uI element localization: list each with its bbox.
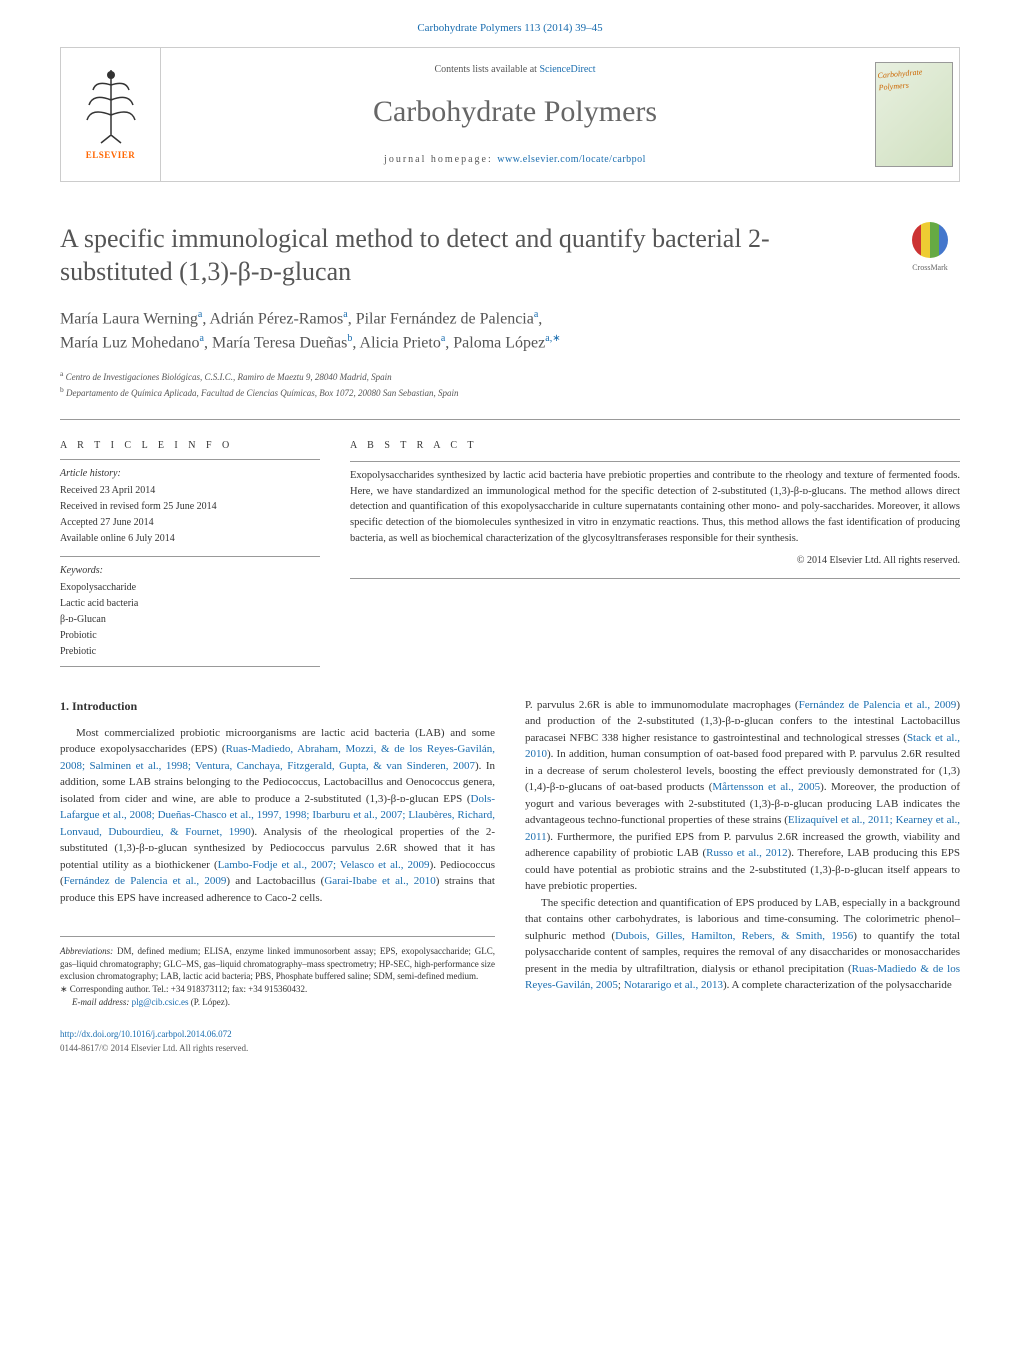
citation-link[interactable]: Notararigo et al., 2013 bbox=[624, 979, 723, 991]
elsevier-tree-icon bbox=[81, 65, 141, 145]
abstract-col: A B S T R A C T Exopolysaccharides synth… bbox=[350, 438, 960, 660]
journal-header-center: Contents lists available at ScienceDirec… bbox=[161, 52, 869, 177]
journal-homepage-line: journal homepage: www.elsevier.com/locat… bbox=[171, 152, 859, 167]
email-tail: (P. López). bbox=[188, 997, 230, 1007]
divider bbox=[60, 419, 960, 420]
affiliation-text: Centro de Investigaciones Biológicas, C.… bbox=[63, 372, 391, 382]
email-link[interactable]: plg@cib.csic.es bbox=[132, 997, 189, 1007]
abbrev-text: DM, defined medium; ELISA, enzyme linked… bbox=[60, 946, 495, 981]
history-accepted: Accepted 27 June 2014 bbox=[60, 515, 320, 530]
email-label: E-mail address: bbox=[72, 997, 132, 1007]
divider bbox=[60, 666, 320, 667]
abbreviations-line: Abbreviations: DM, defined medium; ELISA… bbox=[60, 945, 495, 983]
sciencedirect-link[interactable]: ScienceDirect bbox=[539, 64, 595, 75]
keyword: Probiotic bbox=[60, 628, 320, 643]
crossmark-badge[interactable]: CrossMark bbox=[900, 222, 960, 282]
author-name: Paloma López bbox=[453, 335, 545, 352]
divider bbox=[60, 556, 320, 557]
history-received: Received 23 April 2014 bbox=[60, 483, 320, 498]
divider bbox=[350, 461, 960, 462]
issn-copyright: 0144-8617/© 2014 Elsevier Ltd. All right… bbox=[60, 1042, 960, 1056]
crossmark-icon bbox=[912, 222, 948, 258]
keyword: Prebiotic bbox=[60, 644, 320, 659]
header-citation-link[interactable]: Carbohydrate Polymers 113 (2014) 39–45 bbox=[0, 0, 1020, 47]
divider bbox=[350, 578, 960, 579]
author-name: Alicia Prieto bbox=[360, 335, 441, 352]
contents-available-line: Contents lists available at ScienceDirec… bbox=[171, 62, 859, 77]
citation-link[interactable]: Russo et al., 2012 bbox=[706, 847, 787, 859]
footer: http://dx.doi.org/10.1016/j.carbpol.2014… bbox=[60, 1028, 960, 1055]
journal-cover-image: Carbohydrate Polymers bbox=[875, 62, 953, 167]
journal-header: ELSEVIER Contents lists available at Sci… bbox=[60, 47, 960, 182]
corresponding-text: Corresponding author. Tel.: +34 91837311… bbox=[68, 984, 308, 994]
abstract-text: Exopolysaccharides synthesized by lactic… bbox=[350, 468, 960, 547]
journal-cover: Carbohydrate Polymers bbox=[869, 48, 959, 181]
author-name: Adrián Pérez-Ramos bbox=[210, 310, 344, 327]
authors-list: María Laura Werninga, Adrián Pérez-Ramos… bbox=[60, 307, 960, 356]
abstract-heading: A B S T R A C T bbox=[350, 438, 960, 453]
citation-link[interactable]: Fernández de Palencia et al., 2009 bbox=[799, 699, 957, 711]
left-column: 1. Introduction Most commercialized prob… bbox=[60, 697, 495, 1008]
contents-text: Contents lists available at bbox=[434, 64, 539, 75]
history-revised: Received in revised form 25 June 2014 bbox=[60, 499, 320, 514]
elsevier-logo: ELSEVIER bbox=[61, 48, 161, 181]
citation-link[interactable]: Mårtensson et al., 2005 bbox=[712, 781, 820, 793]
affiliations: a Centro de Investigaciones Biológicas, … bbox=[60, 368, 960, 401]
cover-title-text: Carbohydrate Polymers bbox=[877, 63, 953, 93]
footnotes: Abbreviations: DM, defined medium; ELISA… bbox=[60, 936, 495, 1008]
body-paragraph: Most commercialized probiotic microorgan… bbox=[60, 725, 495, 907]
history-online: Available online 6 July 2014 bbox=[60, 531, 320, 546]
article-info-heading: A R T I C L E I N F O bbox=[60, 438, 320, 453]
author-affil-sup: a,∗ bbox=[545, 333, 560, 344]
affiliation-text: Departamento de Química Aplicada, Facult… bbox=[64, 388, 459, 398]
section-heading: 1. Introduction bbox=[60, 697, 495, 715]
corresponding-author-line: ∗ Corresponding author. Tel.: +34 918373… bbox=[60, 983, 495, 996]
keyword: Exopolysaccharide bbox=[60, 580, 320, 595]
author-name: Pilar Fernández de Palencia bbox=[356, 310, 534, 327]
right-column: P. parvulus 2.6R is able to immunomodula… bbox=[525, 697, 960, 1008]
body-paragraph: P. parvulus 2.6R is able to immunomodula… bbox=[525, 697, 960, 895]
journal-title: Carbohydrate Polymers bbox=[171, 89, 859, 134]
doi-link[interactable]: http://dx.doi.org/10.1016/j.carbpol.2014… bbox=[60, 1028, 960, 1042]
keyword: Lactic acid bacteria bbox=[60, 596, 320, 611]
divider bbox=[60, 459, 320, 460]
homepage-label: journal homepage: bbox=[384, 154, 497, 165]
author-name: María Luz Mohedano bbox=[60, 335, 200, 352]
article-title: A specific immunological method to detec… bbox=[60, 222, 880, 290]
email-line: E-mail address: plg@cib.csic.es (P. Lópe… bbox=[60, 996, 495, 1009]
citation-link[interactable]: Dubois, Gilles, Hamilton, Rebers, & Smit… bbox=[615, 930, 853, 942]
author-name: María Teresa Dueñas bbox=[212, 335, 347, 352]
history-label: Article history: bbox=[60, 466, 320, 481]
article-info-col: A R T I C L E I N F O Article history: R… bbox=[60, 438, 320, 660]
body-paragraph: The specific detection and quantificatio… bbox=[525, 895, 960, 994]
keyword: β-ᴅ-Glucan bbox=[60, 612, 320, 627]
corresponding-symbol: ∗ bbox=[60, 984, 68, 994]
citation-link[interactable]: Fernández de Palencia et al., 2009 bbox=[64, 875, 227, 887]
homepage-link[interactable]: www.elsevier.com/locate/carbpol bbox=[497, 154, 646, 165]
keywords-label: Keywords: bbox=[60, 563, 320, 578]
citation-link[interactable]: Lambo-Fodje et al., 2007; Velasco et al.… bbox=[218, 859, 430, 871]
elsevier-brand-text: ELSEVIER bbox=[86, 149, 136, 163]
abstract-copyright: © 2014 Elsevier Ltd. All rights reserved… bbox=[350, 553, 960, 568]
abbrev-label: Abbreviations: bbox=[60, 946, 113, 956]
crossmark-label: CrossMark bbox=[912, 262, 948, 274]
author-name: María Laura Werning bbox=[60, 310, 198, 327]
citation-link[interactable]: Garai-Ibabe et al., 2010 bbox=[324, 875, 435, 887]
